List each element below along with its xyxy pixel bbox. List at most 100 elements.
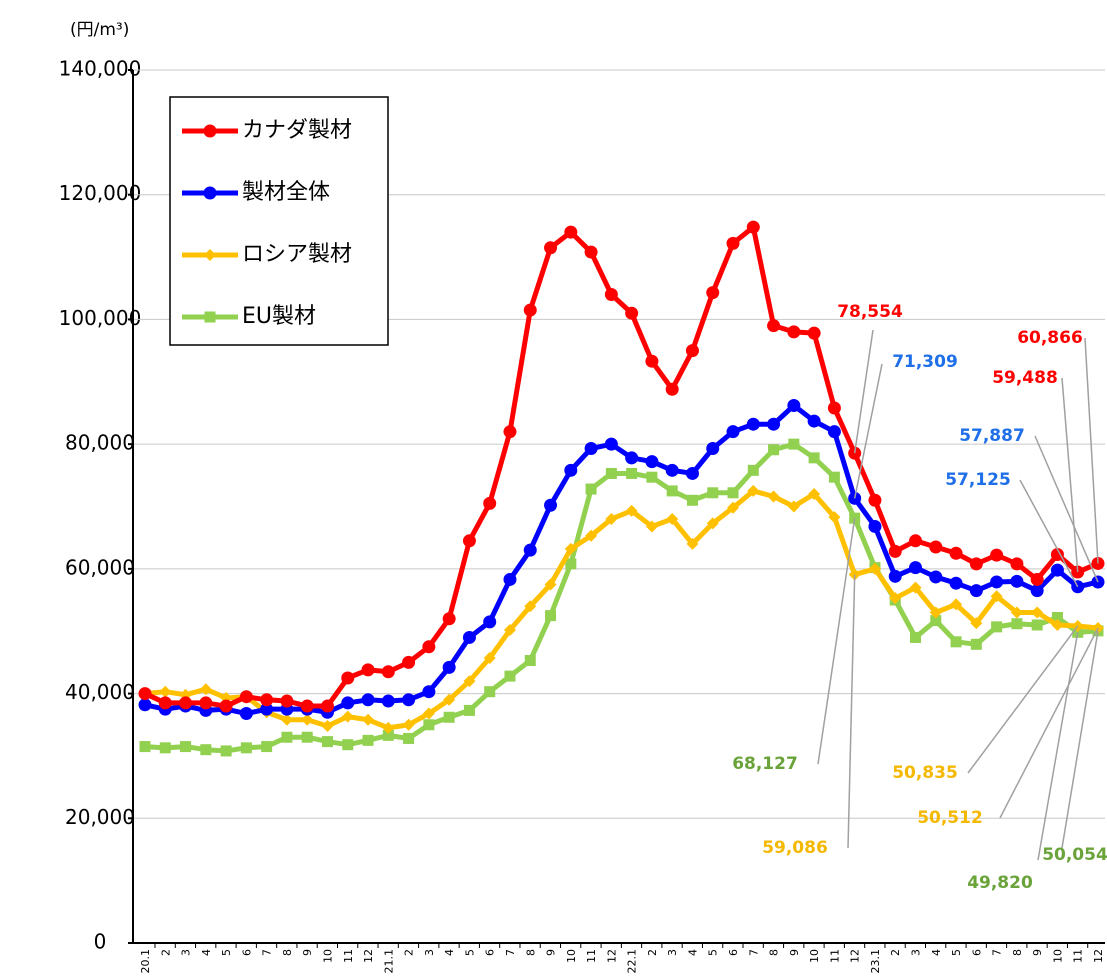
marker: [462, 630, 476, 644]
x-tick-label: 20.1: [139, 949, 152, 974]
leader-line: [1061, 377, 1079, 573]
marker: [1050, 548, 1064, 562]
marker: [382, 721, 395, 734]
leader-line: [847, 574, 856, 849]
marker: [807, 414, 821, 428]
marker: [1050, 563, 1064, 577]
marker: [686, 537, 699, 550]
x-tick-label: 11: [828, 949, 841, 963]
marker: [564, 542, 577, 555]
leader-line: [999, 627, 1099, 819]
marker: [483, 496, 497, 510]
marker: [889, 592, 902, 605]
marker: [605, 467, 617, 479]
marker: [787, 398, 801, 412]
marker: [767, 490, 780, 503]
marker: [402, 718, 415, 731]
marker: [969, 557, 983, 571]
x-tick-label: 11: [585, 949, 598, 963]
marker: [625, 504, 638, 517]
marker: [1011, 618, 1023, 630]
marker: [685, 344, 699, 358]
marker: [564, 225, 578, 239]
marker: [300, 699, 314, 713]
marker: [1030, 584, 1044, 598]
marker: [1031, 606, 1044, 619]
marker: [604, 287, 618, 301]
x-tick-label: 2: [403, 949, 416, 956]
marker: [726, 425, 740, 439]
marker: [423, 719, 435, 731]
x-tick-label: 11: [1072, 949, 1085, 963]
x-tick-label: 7: [504, 949, 517, 956]
marker: [239, 707, 253, 721]
marker: [747, 464, 759, 476]
leader-line: [1019, 479, 1079, 588]
data-label: 68,127: [732, 754, 798, 774]
marker: [1031, 619, 1043, 631]
marker: [362, 713, 375, 726]
marker: [930, 615, 942, 627]
marker: [909, 534, 923, 548]
legend-label: EU製材: [242, 304, 316, 329]
marker: [868, 519, 882, 533]
marker: [747, 484, 760, 497]
leader-line: [817, 518, 856, 765]
marker: [625, 451, 639, 465]
marker: [868, 493, 882, 507]
marker: [483, 652, 496, 665]
x-tick-label: 10: [565, 949, 578, 963]
data-label: 50,835: [892, 763, 958, 783]
marker: [746, 417, 760, 431]
marker: [504, 670, 516, 682]
marker: [787, 500, 800, 513]
marker: [564, 463, 578, 477]
marker: [301, 731, 313, 743]
marker: [524, 655, 536, 667]
marker: [503, 572, 517, 586]
x-tick-label: 4: [200, 949, 213, 956]
leader-line: [1037, 632, 1079, 861]
leader-line: [1061, 630, 1099, 849]
marker: [381, 694, 395, 708]
marker: [422, 707, 435, 720]
marker: [361, 663, 375, 677]
y-tick-label: 80,000: [65, 431, 135, 455]
marker: [604, 437, 618, 451]
data-label: 60,866: [1017, 328, 1083, 348]
data-label: 71,309: [892, 352, 958, 372]
marker: [645, 455, 659, 469]
marker: [990, 590, 1003, 603]
marker: [180, 741, 192, 753]
x-tick-label: 9: [788, 949, 801, 956]
marker: [626, 467, 638, 479]
marker: [199, 683, 212, 696]
marker: [402, 693, 416, 707]
marker: [929, 606, 942, 619]
marker: [381, 665, 395, 679]
x-tick-label: 8: [281, 949, 294, 956]
marker: [503, 623, 516, 636]
marker: [219, 699, 233, 713]
marker: [138, 687, 152, 701]
leader-line: [853, 329, 874, 454]
x-tick-label: 2: [159, 949, 172, 956]
y-tick-label: 100,000: [59, 306, 142, 330]
marker: [545, 610, 557, 622]
marker: [403, 732, 415, 744]
x-tick-label: 6: [727, 949, 740, 956]
leader-line: [1034, 435, 1099, 583]
x-tick-label: 4: [930, 949, 943, 956]
marker: [159, 685, 172, 698]
marker: [462, 534, 476, 548]
marker: [666, 485, 678, 497]
x-tick-label: 21.1: [382, 949, 395, 974]
marker: [1051, 618, 1064, 631]
marker: [260, 693, 274, 707]
marker: [443, 693, 456, 706]
x-tick-label: 5: [220, 949, 233, 956]
y-tick-label: 40,000: [65, 680, 135, 704]
marker: [422, 640, 436, 654]
marker: [666, 512, 679, 525]
